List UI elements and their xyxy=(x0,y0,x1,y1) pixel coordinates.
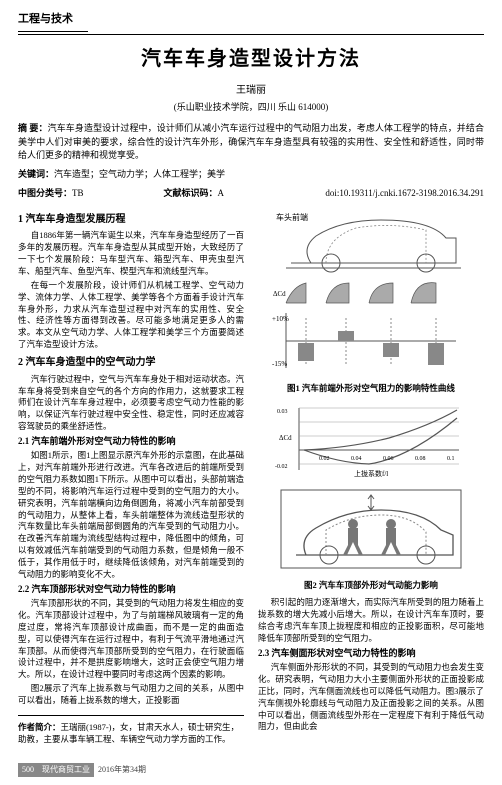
svg-text:-15%: -15% xyxy=(272,360,287,368)
svg-text:0.03: 0.03 xyxy=(277,409,288,415)
author-affiliation: (乐山职业技术学院，四川 乐山 614000) xyxy=(18,101,484,114)
section-tag: 工程与技术 xyxy=(18,12,88,32)
svg-text:ΔCd: ΔCd xyxy=(273,290,286,298)
figure-1-svg: 车头前端 ΔCd +10% xyxy=(271,208,471,378)
heading-2-2: 2.2 汽车顶部形状对空气动力特性的影响 xyxy=(18,583,244,596)
para: 积引起的阻力逐渐增大，而实际汽车所受到的阻力随着上拢系数的增大先减小后增大。所以… xyxy=(258,597,484,645)
para: 自1886年第一辆汽车诞生以来，汽车车身造型经历了一百多年的发展历程。汽车车身造… xyxy=(18,230,244,278)
para: 如图1所示，图1上图显示原汽车外形的示意图，在此基础上，对汽车前端外形进行改进。… xyxy=(18,450,244,581)
abstract-text: 汽车车身造型设计过程中，设计师们从减小汽车运行过程中的气动阻力出发，考虑人体工程… xyxy=(18,123,484,159)
svg-text:车头前端: 车头前端 xyxy=(276,212,308,222)
para: 在每一个发展阶段，设计师们从机械工程学、空气动力学、流体力学、人体工程学、美学等… xyxy=(18,280,244,351)
heading-1: 1 汽车车身造型发展历程 xyxy=(18,213,244,228)
heading-2-1: 2.1 汽车前端外形对空气动力特性的影响 xyxy=(18,435,244,448)
section-rule xyxy=(18,34,484,35)
docmark-value: A xyxy=(218,187,225,200)
docmark-label: 文献标识码： xyxy=(164,187,218,200)
journal-name: 现代商贸工业 xyxy=(38,763,94,777)
clc-label: 中图分类号： xyxy=(18,187,72,200)
doi: doi:10.19311/j.cnki.1672-3198.2016.34.29… xyxy=(325,187,484,200)
heading-2: 2 汽车车身造型中的空气动力学 xyxy=(18,356,244,371)
figure-2: 0.03 -0.02 ΔCd 0.02 0.04 0.06 0.08 0.1 上… xyxy=(258,400,484,591)
abstract: 摘 要：汽车车身造型设计过程中，设计师们从减小汽车运行过程中的气动阻力出发，考虑… xyxy=(18,122,484,161)
svg-text:0.08: 0.08 xyxy=(415,456,426,462)
svg-text:+10%: +10% xyxy=(272,315,289,323)
figure-2-svg: 0.03 -0.02 ΔCd 0.02 0.04 0.06 0.08 0.1 上… xyxy=(271,400,471,575)
page-number: 500 xyxy=(18,763,38,777)
clc-value: TB xyxy=(72,187,84,200)
paper-title: 汽车车身造型设计方法 xyxy=(18,45,484,74)
para: 汽车侧面外形形状的不同，其受到的气动阻力也会发生变化。研究表明，气动阻力大小主要… xyxy=(258,662,484,733)
body-columns: 1 汽车车身造型发展历程 自1886年第一辆汽车诞生以来，汽车车身造型经历了一百… xyxy=(18,208,484,746)
para: 图2展示了汽车上拢系数与气动阻力之间的关系，从图中可以看出，随着上拢系数的增大，… xyxy=(18,683,244,707)
issue: 2016年第34期 xyxy=(94,763,150,777)
author-name: 王瑞丽 xyxy=(18,84,484,99)
heading-2-3: 2.3 汽车侧面形状对空气动力特性的影响 xyxy=(258,647,484,660)
footer: 500现代商贸工业2016年第34期 xyxy=(18,763,484,777)
keywords: 关键词：汽车造型；空气动力学；人体工程学；美学 xyxy=(18,168,484,181)
author-bio-label: 作者简介： xyxy=(18,722,61,732)
figure-2-caption: 图2 汽车车顶部外形对气动能力影响 xyxy=(258,579,484,591)
author-bio: 作者简介：王瑞丽(1987-)，女，甘肃天水人，硕士研究生，助教，主要从事车辆工… xyxy=(18,715,244,746)
svg-text:0.04: 0.04 xyxy=(351,456,362,462)
svg-text:0.1: 0.1 xyxy=(447,456,455,462)
abstract-label: 摘 要： xyxy=(18,123,48,133)
keywords-text: 汽车造型；空气动力学；人体工程学；美学 xyxy=(54,169,225,179)
meta-row: 中图分类号：TB 文献标识码：A doi:10.19311/j.cnki.167… xyxy=(18,187,484,200)
svg-text:上拢系数f/l: 上拢系数f/l xyxy=(354,469,388,478)
svg-text:-0.02: -0.02 xyxy=(275,464,288,470)
keywords-label: 关键词： xyxy=(18,169,54,179)
para: 汽车行驶过程中，空气与汽车车身处于相对运动状态。汽车车身将受到来自空气的各个方向… xyxy=(18,374,244,433)
svg-text:ΔCd: ΔCd xyxy=(279,434,292,442)
svg-text:0.06: 0.06 xyxy=(383,456,394,462)
figure-1-caption: 图1 汽车前端外形对空气阻力的影响特性曲线 xyxy=(258,382,484,394)
para: 汽车顶部形状的不同，其受到的气动阻力将发生相应的变化。汽车顶部设计过程中，为了与… xyxy=(18,598,244,681)
svg-text:0.02: 0.02 xyxy=(319,456,330,462)
figure-1: 车头前端 ΔCd +10% xyxy=(258,208,484,394)
